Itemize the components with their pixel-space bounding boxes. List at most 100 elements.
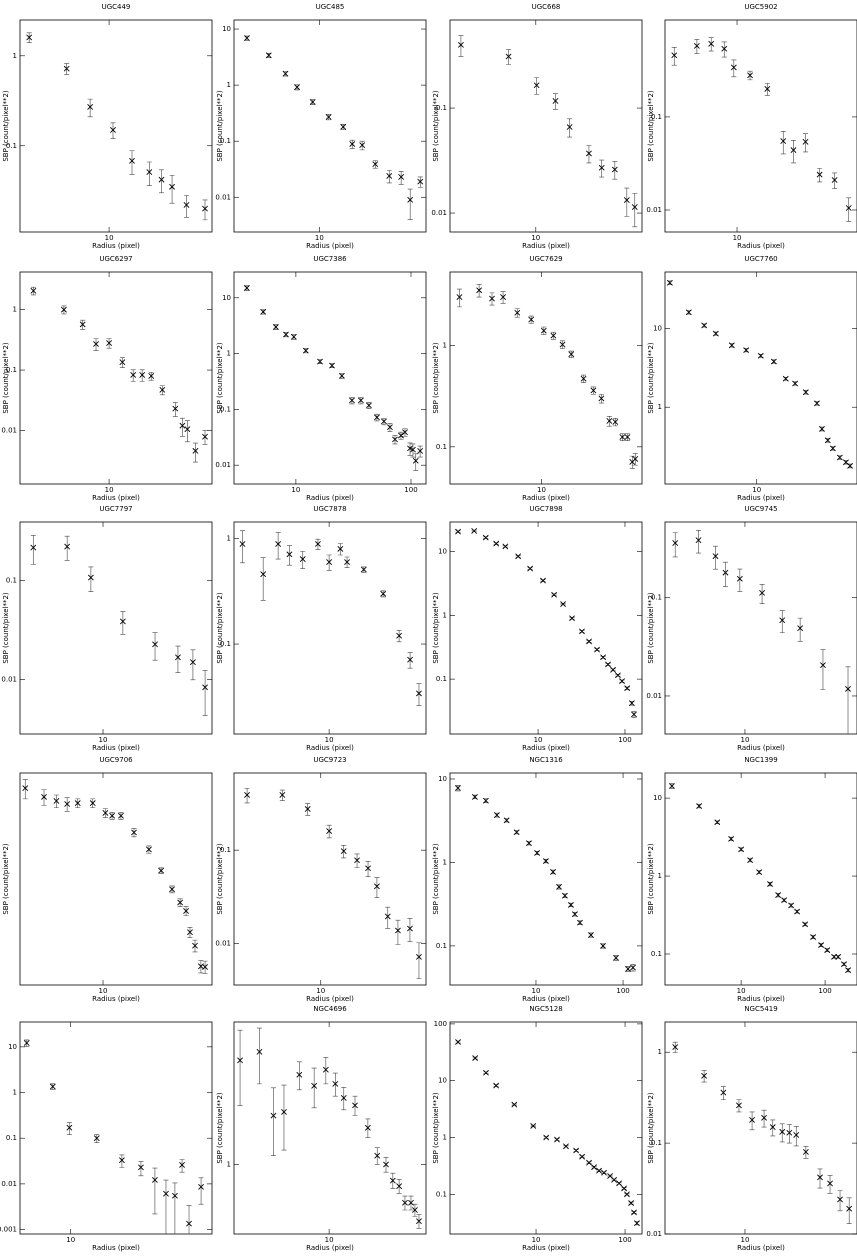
- error-bar: [797, 617, 803, 642]
- chart-title: UGC9723: [313, 756, 346, 764]
- data-point: [534, 850, 541, 856]
- data-point: [286, 551, 293, 558]
- plot-frame: [664, 772, 857, 986]
- data-point: [109, 812, 116, 819]
- data-point: [177, 899, 184, 906]
- data-point: [611, 1176, 618, 1183]
- y-tick-label: 1: [227, 535, 231, 543]
- y-axis-label: SBP (count/pixel**2): [432, 592, 440, 664]
- data-point: [30, 287, 37, 294]
- error-bar: [190, 649, 196, 681]
- data-point: [802, 389, 809, 396]
- error-bar: [256, 1027, 262, 1085]
- data-layer: [22, 779, 208, 974]
- data-point: [179, 422, 186, 429]
- data-point: [384, 913, 391, 920]
- data-point: [560, 601, 566, 607]
- data-point: [810, 934, 817, 940]
- data-point: [562, 892, 568, 899]
- error-bar: [632, 193, 638, 228]
- chart-title: NGC1399: [744, 756, 777, 764]
- error-bar: [770, 1119, 776, 1137]
- panel: NGC1316 Radius (pixel) SBP (count/pixel**2…: [432, 756, 643, 1003]
- data-point: [243, 285, 250, 291]
- y-tick-label: 0.1: [220, 137, 231, 145]
- data-point: [611, 166, 618, 173]
- error-bar: [120, 611, 126, 635]
- error-bar: [146, 161, 152, 186]
- data-point: [624, 1191, 630, 1198]
- data-point: [130, 372, 137, 378]
- data-point: [407, 196, 414, 203]
- data-point: [325, 114, 332, 120]
- data-point: [588, 932, 594, 938]
- data-point: [326, 828, 333, 835]
- y-tick-label: 0.01: [215, 461, 231, 469]
- y-tick-label: 0.1: [6, 1134, 17, 1142]
- data-point: [329, 362, 335, 369]
- data-point: [396, 632, 403, 639]
- y-tick-label: 0.01: [1, 426, 17, 434]
- data-point: [202, 205, 208, 212]
- error-bar: [323, 1057, 329, 1085]
- chart-title: UGC7797: [99, 505, 132, 513]
- data-point: [761, 1114, 767, 1121]
- data-point: [89, 800, 96, 807]
- data-point: [387, 424, 393, 431]
- x-axis-label: Radius (pixel): [92, 995, 140, 1003]
- data-point: [747, 857, 754, 864]
- y-tick-label: 0.01: [431, 209, 447, 217]
- data-point: [542, 858, 549, 864]
- x-tick-label: 10: [537, 486, 546, 494]
- data-point: [736, 575, 743, 582]
- y-tick-label: 100: [434, 1020, 447, 1028]
- data-point: [410, 446, 416, 453]
- data-point: [175, 654, 181, 661]
- plot-frame: [449, 772, 643, 986]
- x-axis-label: Radius (pixel): [522, 242, 570, 250]
- data-point: [580, 375, 587, 382]
- x-tick-label: 10: [531, 234, 540, 242]
- error-bar: [88, 566, 94, 592]
- data-layer: [672, 530, 851, 734]
- data-point: [184, 426, 191, 433]
- y-tick-label: 0.01: [215, 193, 231, 201]
- y-axis-label: SBP (count/pixel**2): [216, 342, 224, 414]
- panel: UGC7898 Radius (pixel) SBP (count/pixel**2…: [432, 505, 643, 752]
- data-point: [835, 953, 842, 960]
- chart-title: UGC9745: [744, 505, 777, 513]
- data-point: [352, 1102, 358, 1109]
- panel: UGC6297 Radius (pixel) SBP (count/pixel**2…: [1, 255, 213, 502]
- data-point: [344, 559, 350, 565]
- data-point: [119, 618, 126, 625]
- data-point: [569, 615, 575, 622]
- data-point: [396, 1183, 403, 1190]
- chart-title: NGC5419: [744, 1005, 777, 1013]
- y-tick-label: 1: [227, 1160, 231, 1168]
- data-point: [624, 685, 631, 692]
- data-point: [364, 1124, 371, 1131]
- data-point: [49, 1083, 56, 1090]
- data-point: [244, 792, 250, 798]
- data-point: [482, 797, 489, 804]
- data-point: [244, 35, 250, 42]
- data-point: [577, 919, 583, 926]
- error-bar: [184, 420, 190, 443]
- data-point: [586, 150, 592, 157]
- error-bar: [456, 288, 462, 308]
- error-bar: [129, 150, 135, 175]
- error-bar: [169, 174, 175, 204]
- chart-title: UGC7760: [744, 255, 777, 263]
- data-point: [824, 437, 831, 444]
- data-point: [472, 1055, 479, 1062]
- y-axis-label: SBP (count/pixel**2): [647, 342, 655, 414]
- data-point: [275, 541, 282, 547]
- y-tick-label: 10: [438, 1077, 447, 1085]
- data-point: [302, 347, 309, 354]
- y-tick-label: 1: [443, 1133, 447, 1141]
- data-point: [237, 1057, 243, 1064]
- error-bar: [202, 430, 208, 445]
- y-tick-label: 1: [227, 350, 231, 358]
- data-point: [360, 566, 367, 573]
- data-point: [349, 141, 356, 147]
